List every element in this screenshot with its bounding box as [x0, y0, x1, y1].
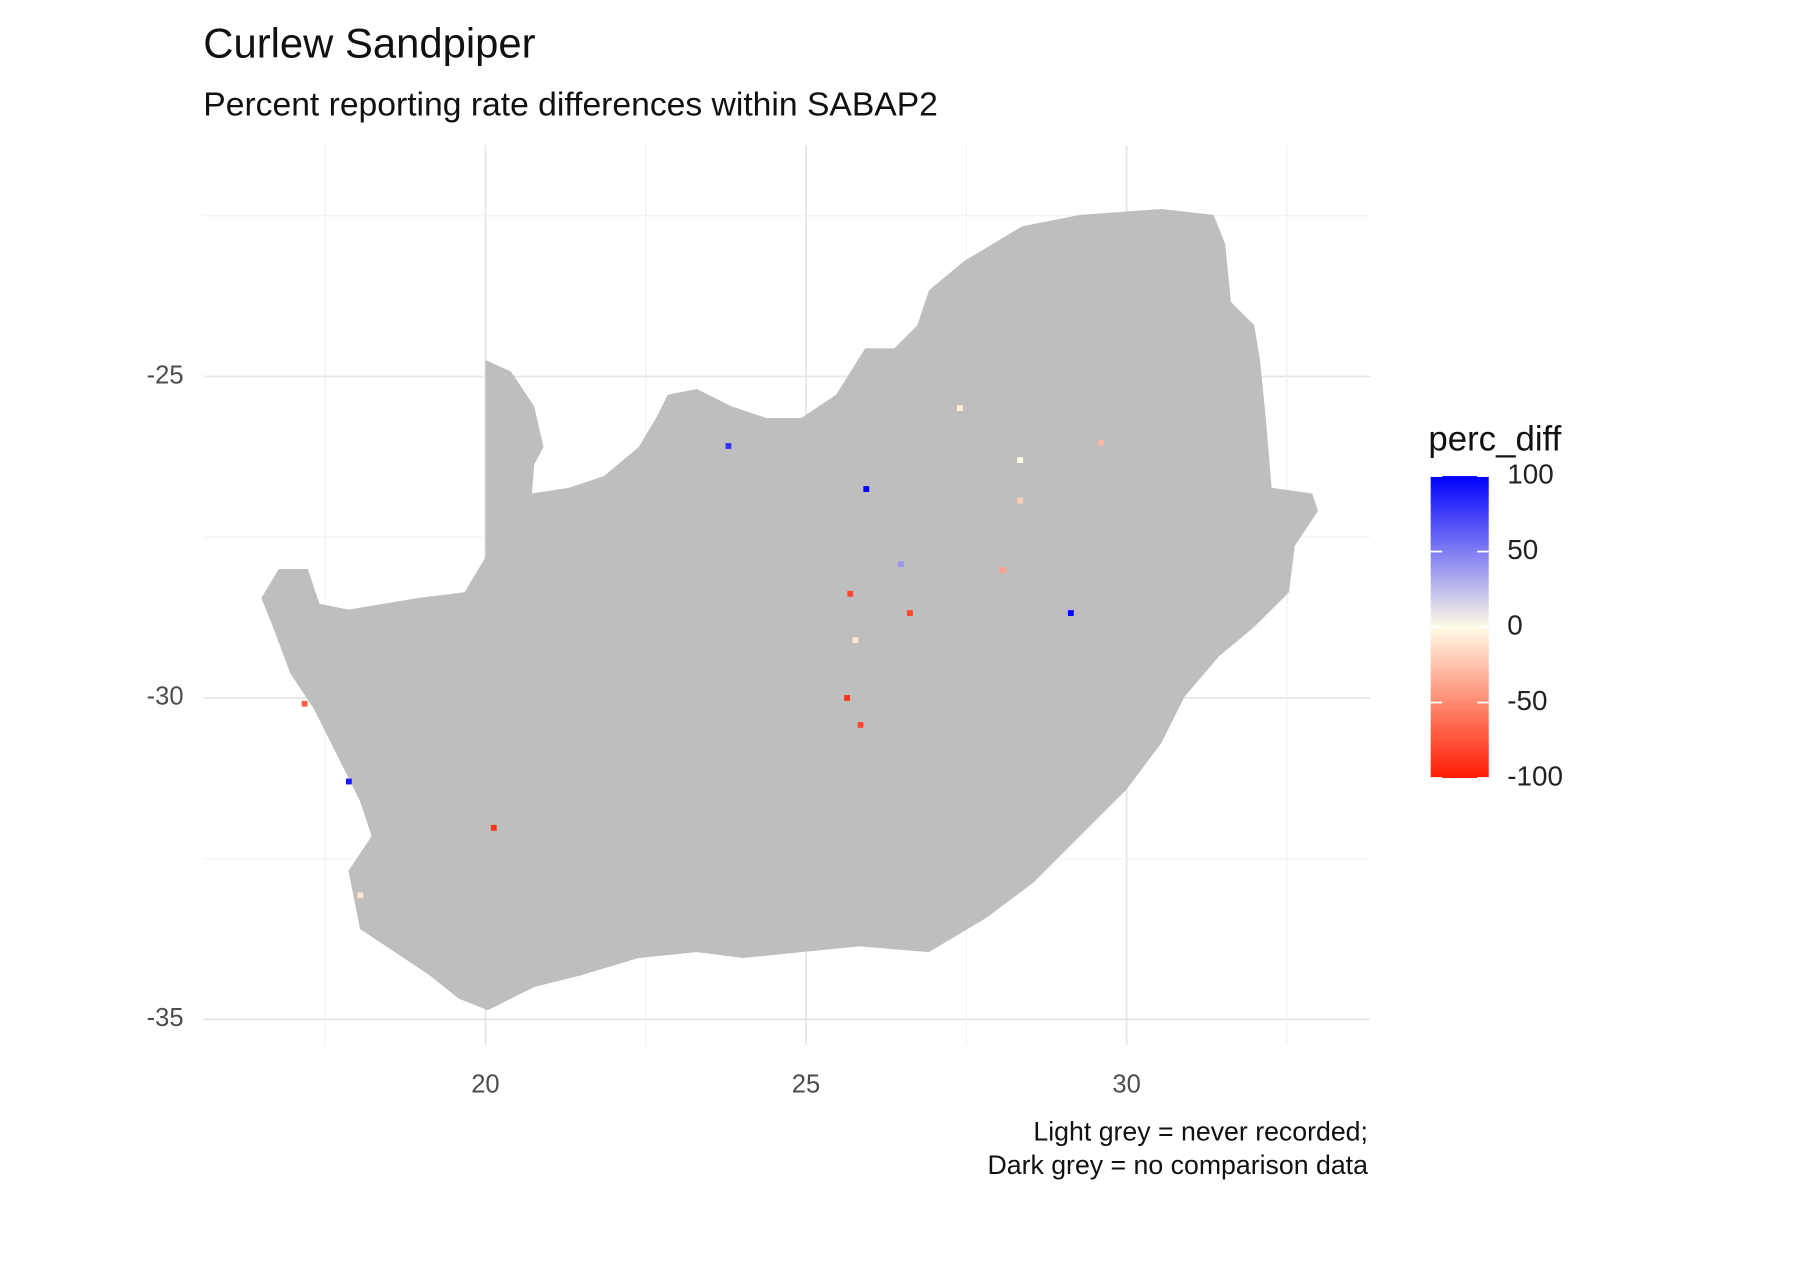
legend: 100 50 0 -50 -100 [1430, 458, 1563, 791]
cell [863, 486, 870, 492]
chart-subtitle: Percent reporting rate differences withi… [203, 87, 938, 124]
cell [844, 695, 850, 701]
legend-label: -50 [1507, 685, 1547, 716]
x-tick-label: 30 [1112, 1070, 1140, 1098]
cell [957, 405, 963, 411]
x-tick-label: 25 [792, 1070, 820, 1098]
cell [847, 590, 854, 597]
y-tick-label: -30 [147, 683, 184, 711]
cell [301, 700, 308, 707]
cell [1067, 610, 1074, 617]
legend-label: 50 [1507, 534, 1538, 565]
land [261, 209, 1319, 1011]
cell [490, 824, 497, 831]
legend-label: 0 [1507, 609, 1523, 640]
cell [1098, 439, 1104, 446]
cell [345, 778, 352, 785]
cell [999, 567, 1006, 573]
cell [357, 892, 364, 899]
caption: Light grey = never recorded; [1033, 1116, 1368, 1146]
caption: Dark grey = no comparison data [987, 1150, 1368, 1180]
cell [898, 561, 904, 568]
cell [857, 722, 864, 728]
cell [1017, 457, 1024, 464]
cells [301, 405, 1104, 899]
x-tick-label: 20 [471, 1070, 499, 1098]
y-tick-label: -25 [147, 361, 184, 389]
cell [725, 443, 732, 449]
legend-label: -100 [1507, 760, 1563, 791]
cell [852, 637, 859, 643]
legend-title: perc_diff [1428, 419, 1561, 458]
chart-title: Curlew Sandpiper [203, 19, 535, 66]
cell [906, 610, 913, 617]
legend-label: 100 [1507, 458, 1553, 489]
y-tick-label: -35 [147, 1004, 184, 1032]
cell [1017, 497, 1024, 504]
